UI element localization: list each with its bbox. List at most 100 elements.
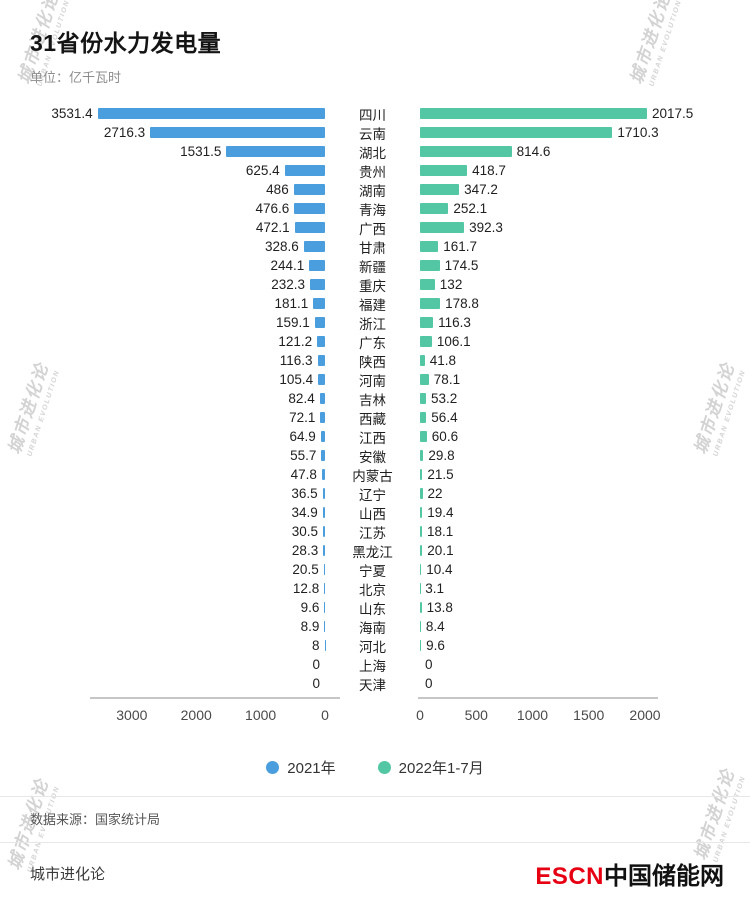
right-bar-cell: 21.5 <box>420 467 750 482</box>
left-bar-cell: 486 <box>0 182 325 197</box>
bar-2021 <box>322 488 325 499</box>
right-bar-cell: 2017.5 <box>420 106 750 121</box>
right-bar-cell: 106.1 <box>420 334 750 349</box>
value-2022: 41.8 <box>429 353 456 368</box>
value-2021: 472.1 <box>255 220 290 235</box>
chart-row: 116.3 陕西 41.8 <box>0 351 750 370</box>
value-2021: 0 <box>312 657 320 672</box>
escn-logo-red: ESCN <box>535 863 604 890</box>
left-bar-cell: 47.8 <box>0 467 325 482</box>
value-2021: 8.9 <box>300 619 320 634</box>
value-2021: 20.5 <box>292 562 319 577</box>
bar-2022 <box>420 507 423 518</box>
province-label: 陕西 <box>359 354 386 370</box>
province-label: 河南 <box>359 373 386 389</box>
chart-row: 232.3 重庆 132 <box>0 275 750 294</box>
right-bar-cell: 18.1 <box>420 524 750 539</box>
province-label: 山西 <box>359 506 386 522</box>
value-2022: 161.7 <box>443 239 477 254</box>
chart-row: 472.1 广西 392.3 <box>0 218 750 237</box>
bar-2022 <box>420 393 426 404</box>
bar-2021 <box>320 412 325 423</box>
bar-2022 <box>420 640 422 651</box>
value-2022: 178.8 <box>445 296 479 311</box>
province-label: 黑龙江 <box>352 544 393 560</box>
right-bar-cell: 0 <box>420 657 750 672</box>
chart-row: 20.5 宁夏 10.4 <box>0 560 750 579</box>
province-label: 江苏 <box>359 525 386 541</box>
value-2021: 105.4 <box>279 372 314 387</box>
province-label: 宁夏 <box>359 563 386 579</box>
page-title: 31省份水力发电量 <box>30 30 222 56</box>
right-bar-cell: 56.4 <box>420 410 750 425</box>
legend-dot-2022 <box>377 761 391 774</box>
axis-tick: 1500 <box>573 707 605 723</box>
left-bar-cell: 82.4 <box>0 391 325 406</box>
value-2022: 116.3 <box>438 315 471 330</box>
bar-2021 <box>303 241 325 252</box>
escn-logo-black: 中国储能网 <box>604 863 724 890</box>
bar-2022 <box>420 526 422 537</box>
province-label: 天津 <box>359 677 386 693</box>
bar-2021 <box>294 222 325 233</box>
left-bar-cell: 625.4 <box>0 163 325 178</box>
data-source: 数据来源：国家统计局 <box>30 812 161 827</box>
bar-2022 <box>420 127 613 138</box>
province-label: 安徽 <box>359 449 386 465</box>
right-bar-cell: 53.2 <box>420 391 750 406</box>
province-label: 西藏 <box>359 411 386 427</box>
chart-row: 8 河北 9.6 <box>0 636 750 655</box>
value-2022: 60.6 <box>431 429 459 444</box>
left-bar-cell: 64.9 <box>0 429 325 444</box>
value-2022: 20.1 <box>427 543 454 558</box>
province-label: 辽宁 <box>359 487 386 503</box>
bar-2021 <box>322 507 325 518</box>
value-2021: 328.6 <box>265 239 299 254</box>
bar-2022 <box>420 374 429 385</box>
diverging-bar-chart: 3531.4 四川 2017.5 2716.3 云南 1710.3 1531.5 湖北 814.… <box>0 104 750 733</box>
province-label: 贵州 <box>359 164 386 180</box>
value-2021: 476.6 <box>255 201 290 216</box>
bar-2022 <box>420 108 647 119</box>
bar-2022 <box>420 279 435 290</box>
right-axis-line <box>418 697 658 699</box>
chart-axes: 3000 2000 1000 0 0 500 1000 1500 2000 <box>0 693 750 733</box>
divider <box>0 842 750 843</box>
value-2022: 19.4 <box>427 505 454 520</box>
chart-row: 121.2 广东 106.1 <box>0 332 750 351</box>
right-bar-cell: 10.4 <box>420 562 750 577</box>
bar-2021 <box>321 450 325 461</box>
chart-row: 36.5 辽宁 22 <box>0 484 750 503</box>
legend: 2021年 2022年1-7月 <box>0 757 750 778</box>
bar-2022 <box>420 203 449 214</box>
right-bar-cell: 9.6 <box>420 638 750 653</box>
value-2022: 56.4 <box>431 410 458 425</box>
right-bar-cell: 418.7 <box>420 163 750 178</box>
province-label: 山东 <box>359 601 386 617</box>
axis-tick: 500 <box>464 707 488 723</box>
right-bar-cell: 8.4 <box>420 619 750 634</box>
province-label: 广西 <box>359 221 386 237</box>
bar-2022 <box>420 469 423 480</box>
left-bar-cell: 105.4 <box>0 372 325 387</box>
province-label: 云南 <box>359 126 386 142</box>
value-2021: 116.3 <box>279 353 313 368</box>
axis-tick: 3000 <box>116 707 148 723</box>
left-bar-cell: 8 <box>0 638 325 653</box>
chart-row: 244.1 新疆 174.5 <box>0 256 750 275</box>
value-2022: 3.1 <box>425 581 445 596</box>
left-bar-cell: 36.5 <box>0 486 325 501</box>
province-label: 内蒙古 <box>352 468 393 484</box>
value-2021: 121.2 <box>278 334 313 349</box>
left-bar-cell: 2716.3 <box>0 125 325 140</box>
left-bar-cell: 72.1 <box>0 410 325 425</box>
value-2021: 72.1 <box>289 410 316 425</box>
value-2022: 252.1 <box>453 201 488 216</box>
value-2021: 82.4 <box>288 391 315 406</box>
legend-dot-2021 <box>266 761 280 774</box>
chart-row: 64.9 江西 60.6 <box>0 427 750 446</box>
value-2022: 2017.5 <box>652 106 694 121</box>
bar-2021 <box>294 203 325 214</box>
axis-tick: 1000 <box>245 707 277 723</box>
bar-2021 <box>324 583 325 594</box>
